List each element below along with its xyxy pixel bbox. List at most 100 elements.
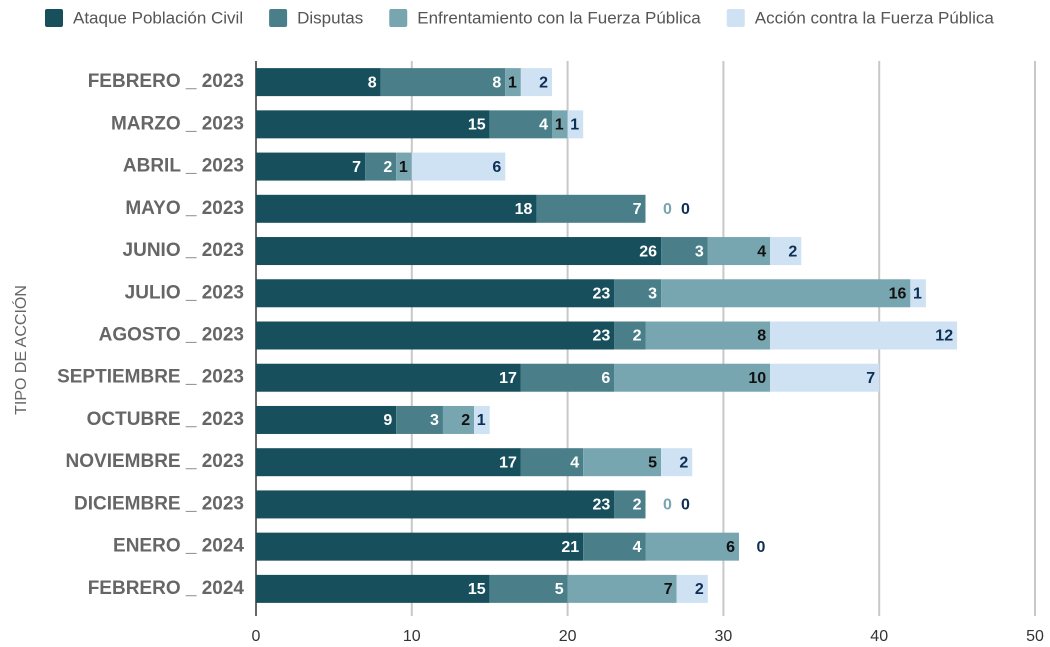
data-label: 1 bbox=[555, 117, 564, 134]
legend-label: Ataque Población Civil bbox=[73, 8, 243, 27]
bar-segment bbox=[256, 68, 381, 97]
data-label: 0 bbox=[663, 201, 672, 218]
data-label: 6 bbox=[726, 539, 735, 556]
bar-segment bbox=[256, 110, 490, 139]
y-tick-label: OCTUBRE _ 2023 bbox=[87, 409, 244, 430]
bar-segment bbox=[256, 279, 615, 308]
data-label: 12 bbox=[935, 328, 953, 345]
data-label: 17 bbox=[499, 454, 517, 471]
bar-segment bbox=[770, 237, 802, 266]
x-tick-label: 30 bbox=[715, 628, 733, 645]
data-label: 26 bbox=[639, 243, 657, 260]
data-label: 7 bbox=[633, 201, 642, 218]
bar-segment bbox=[442, 405, 475, 434]
y-tick-label: DICIEMBRE _ 2023 bbox=[74, 493, 244, 514]
x-tick-label: 40 bbox=[870, 628, 888, 645]
x-tick-label: 10 bbox=[403, 628, 421, 645]
bar-segment bbox=[365, 152, 397, 181]
bar-segment bbox=[256, 490, 615, 519]
data-label: 23 bbox=[593, 328, 611, 345]
data-label: 7 bbox=[352, 159, 361, 176]
bar-segment bbox=[520, 68, 553, 97]
bar-segment bbox=[614, 490, 646, 519]
data-label: 1 bbox=[477, 412, 486, 429]
data-label: 9 bbox=[383, 412, 392, 429]
bar-segment bbox=[256, 574, 490, 603]
data-label: 8 bbox=[757, 328, 766, 345]
bar-segment bbox=[614, 279, 662, 308]
data-label: 6 bbox=[601, 370, 610, 387]
data-label: 0 bbox=[757, 539, 766, 556]
data-label: 4 bbox=[633, 539, 642, 556]
bar-segment bbox=[256, 194, 537, 223]
data-label: 6 bbox=[492, 159, 501, 176]
bar-segment bbox=[567, 110, 584, 139]
bar-segment bbox=[380, 68, 506, 97]
zero-label-bg bbox=[658, 495, 677, 514]
data-label: 2 bbox=[383, 159, 392, 176]
y-tick-label: ENERO _ 2024 bbox=[113, 536, 244, 557]
y-tick-label: JULIO _ 2023 bbox=[125, 282, 244, 303]
bar-segment bbox=[256, 237, 662, 266]
zero-label-bg bbox=[751, 537, 770, 556]
bar-segment bbox=[910, 279, 926, 308]
bar-segment bbox=[770, 363, 880, 392]
data-label: 5 bbox=[648, 454, 657, 471]
data-label: 2 bbox=[695, 581, 704, 598]
bar-segment bbox=[614, 363, 771, 392]
bar-segment bbox=[520, 448, 584, 477]
y-tick-label: FEBRERO _ 2023 bbox=[88, 71, 244, 92]
zero-label-bg bbox=[676, 199, 695, 218]
data-label: 15 bbox=[468, 581, 486, 598]
data-label: 1 bbox=[913, 285, 922, 302]
bar-segment bbox=[520, 363, 615, 392]
bar-segment bbox=[489, 110, 553, 139]
bar-segment bbox=[676, 574, 708, 603]
x-tick-label: 50 bbox=[1026, 628, 1044, 645]
data-label: 2 bbox=[461, 412, 470, 429]
data-label: 1 bbox=[508, 74, 517, 91]
data-label: 15 bbox=[468, 117, 486, 134]
data-label: 21 bbox=[561, 539, 579, 556]
bar-segment bbox=[256, 363, 521, 392]
data-label: 4 bbox=[539, 117, 548, 134]
bar-segment bbox=[256, 152, 366, 181]
y-tick-label: NOVIEMBRE _ 2023 bbox=[66, 451, 244, 472]
y-tick-label: MARZO _ 2023 bbox=[111, 113, 244, 134]
data-label: 16 bbox=[889, 285, 907, 302]
legend-swatch bbox=[726, 9, 745, 27]
bar-segment bbox=[256, 405, 397, 434]
data-label: 2 bbox=[788, 243, 797, 260]
data-label: 7 bbox=[664, 581, 673, 598]
bar-segment bbox=[474, 405, 490, 434]
bar-segment bbox=[256, 321, 615, 350]
data-label: 1 bbox=[399, 159, 408, 176]
data-label: 8 bbox=[492, 74, 501, 91]
bar-segment bbox=[489, 574, 568, 603]
data-label: 2 bbox=[633, 497, 642, 514]
zero-label-bg bbox=[676, 495, 695, 514]
bar-segment bbox=[505, 68, 521, 97]
bar-segment bbox=[770, 321, 958, 350]
data-label: 5 bbox=[555, 581, 564, 598]
data-label: 3 bbox=[430, 412, 439, 429]
data-label: 4 bbox=[570, 454, 579, 471]
bar-segment bbox=[256, 448, 521, 477]
zero-label-bg bbox=[658, 199, 677, 218]
bar-segment bbox=[396, 152, 412, 181]
bar-segment bbox=[411, 152, 506, 181]
data-label: 4 bbox=[757, 243, 766, 260]
data-label: 8 bbox=[368, 74, 377, 91]
bar-segment bbox=[661, 448, 693, 477]
legend-swatch bbox=[389, 9, 408, 27]
data-label: 3 bbox=[695, 243, 704, 260]
data-label: 0 bbox=[663, 497, 672, 514]
legend-label: Enfrentamiento con la Fuerza Pública bbox=[417, 8, 701, 27]
legend-label: Acción contra la Fuerza Pública bbox=[755, 8, 995, 27]
data-label: 23 bbox=[593, 497, 611, 514]
y-tick-label: FEBRERO _ 2024 bbox=[88, 578, 245, 599]
data-label: 10 bbox=[748, 370, 766, 387]
bar-segment bbox=[583, 448, 662, 477]
data-label: 1 bbox=[570, 117, 579, 134]
